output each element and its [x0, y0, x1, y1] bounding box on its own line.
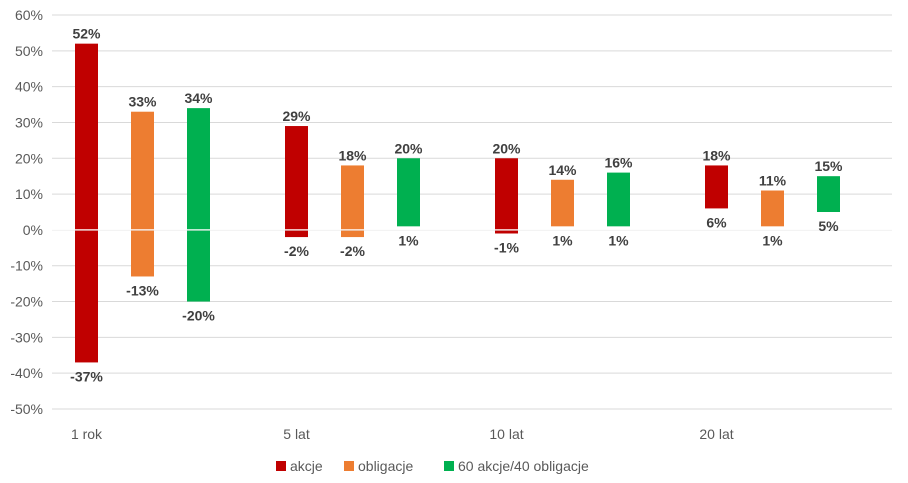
bar-60-akcje-40-obligacje: [397, 158, 420, 227]
data-label-low: 6%: [706, 214, 727, 230]
legend-label: 60 akcje/40 obligacje: [458, 458, 589, 474]
y-tick-label: 60%: [15, 7, 43, 23]
data-label-low: 1%: [762, 232, 783, 248]
bar-obligacje: [341, 165, 364, 238]
bar-akcje: [285, 126, 308, 238]
y-tick-label: 30%: [15, 114, 43, 130]
data-label-low: 1%: [398, 232, 419, 248]
x-axis-category-labels: 1 rok 5 lat 10 lat 20 lat: [71, 426, 734, 442]
data-label-low: -37%: [70, 368, 103, 384]
data-label-high: 20%: [394, 140, 423, 156]
legend-swatch: [444, 461, 454, 471]
data-label-high: 11%: [759, 173, 787, 189]
x-category-label: 10 lat: [489, 426, 523, 442]
x-category-label: 5 lat: [283, 426, 310, 442]
bar-60-akcje-40-obligacje: [817, 176, 840, 212]
data-label-low: 1%: [552, 232, 573, 248]
legend: akcje obligacje 60 akcje/40 obligacje: [276, 458, 589, 474]
data-label-low: -1%: [494, 239, 519, 255]
y-axis-tick-labels: -50% -40% -30% -20% -10% 0% 10% 20% 30% 40% 50% 60%: [10, 7, 43, 417]
y-tick-label: 10%: [15, 186, 43, 202]
bar-akcje: [705, 165, 728, 209]
bar-obligacje: [551, 179, 574, 227]
data-label-low: -13%: [126, 282, 159, 298]
data-label-low: -2%: [340, 243, 365, 259]
data-label-low: -2%: [284, 243, 309, 259]
data-label-low: 1%: [608, 232, 629, 248]
data-label-high: 18%: [338, 147, 367, 163]
data-label-low: -20%: [182, 308, 215, 324]
data-label-high: 14%: [548, 162, 577, 178]
y-tick-label: 20%: [15, 150, 43, 166]
legend-swatch: [344, 461, 354, 471]
y-tick-label: -40%: [10, 365, 43, 381]
data-label-high: 33%: [128, 94, 157, 110]
y-tick-label: 50%: [15, 43, 43, 59]
y-tick-label: 0%: [23, 222, 43, 238]
legend-swatch: [276, 461, 286, 471]
y-tick-label: -50%: [10, 401, 43, 417]
data-label-high: 29%: [282, 108, 311, 124]
data-label-low: 5%: [818, 218, 839, 234]
y-tick-label: -20%: [10, 294, 43, 310]
bar-akcje: [75, 43, 98, 363]
x-category-label: 20 lat: [699, 426, 733, 442]
data-label-high: 20%: [492, 140, 521, 156]
zero-line: [52, 229, 892, 231]
data-label-high: 18%: [702, 147, 731, 163]
y-tick-label: -10%: [10, 258, 43, 274]
legend-label: akcje: [290, 458, 323, 474]
y-tick-label: -30%: [10, 329, 43, 345]
data-label-high: 15%: [814, 158, 843, 174]
bar-obligacje: [761, 190, 784, 227]
y-tick-label: 40%: [15, 79, 43, 95]
bar-akcje: [495, 158, 518, 234]
x-category-label: 1 rok: [71, 426, 103, 442]
data-labels: 52% -37% 29% -2% 20% -1% 18% 6% 33% -13% 18% -2% 14%…: [70, 26, 843, 385]
data-label-high: 52%: [72, 26, 101, 42]
legend-label: obligacje: [358, 458, 413, 474]
bars: [75, 43, 840, 363]
data-label-high: 16%: [604, 155, 633, 171]
bar-60-akcje-40-obligacje: [187, 108, 210, 302]
data-label-high: 34%: [184, 90, 213, 106]
bar-60-akcje-40-obligacje: [607, 172, 630, 227]
bar-obligacje: [131, 111, 154, 277]
